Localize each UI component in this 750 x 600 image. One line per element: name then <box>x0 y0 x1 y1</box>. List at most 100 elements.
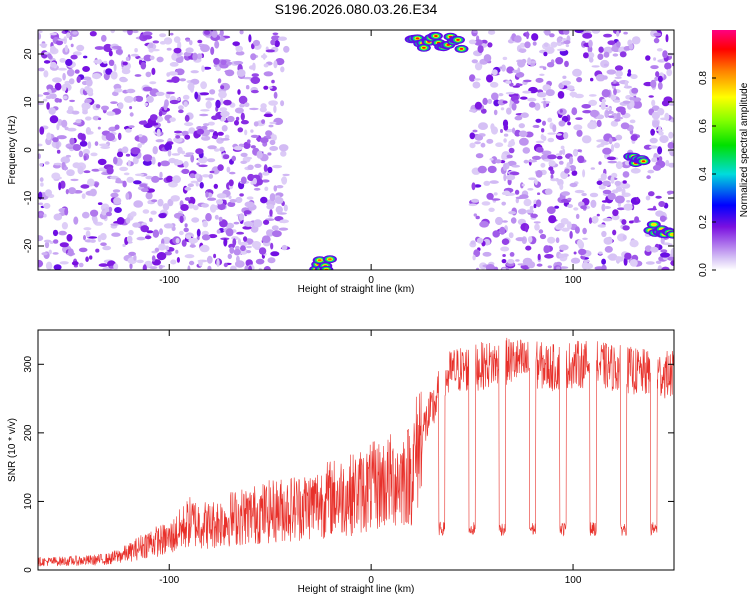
spectrogram-cell <box>194 173 200 179</box>
spectrogram-cell <box>647 169 655 174</box>
spectrogram-cell <box>486 192 494 200</box>
spectrogram-x-ticks: -100 0 100 <box>159 30 582 286</box>
spectrogram-cell <box>126 88 136 94</box>
spectrogram-cell <box>179 56 184 61</box>
spectrogram-cell <box>211 30 218 38</box>
spectrogram-cell <box>234 107 244 114</box>
spectrogram-cell <box>545 89 555 97</box>
spectrogram-cell <box>530 213 538 218</box>
spectrogram-cell <box>85 230 91 238</box>
spectrogram-cell <box>169 99 180 105</box>
spectrogram-cell <box>256 150 263 159</box>
spectrogram-cell <box>114 88 123 93</box>
spectrogram-cell <box>199 92 210 96</box>
spectrogram-cell <box>240 160 248 164</box>
spectrogram-cell <box>51 172 61 180</box>
spectrogram-cell <box>82 148 90 155</box>
spectrogram-cell <box>219 107 228 112</box>
spectrogram-cell <box>70 178 79 182</box>
spectrogram-cell <box>583 259 590 263</box>
spectrogram-cell <box>645 195 651 201</box>
spectrogram-cell <box>262 171 270 176</box>
spectrogram-cell <box>477 165 487 174</box>
spectrogram-cell <box>550 178 558 182</box>
spectrogram-cell <box>623 203 633 211</box>
spectrogram-cell <box>655 210 664 217</box>
spectrogram-cell <box>634 216 640 223</box>
spectrogram-cell <box>671 251 674 255</box>
spectrogram-cell <box>63 166 68 170</box>
spectrogram-cell <box>474 134 484 141</box>
spectrogram-cell <box>514 189 520 195</box>
spectrogram-cell <box>53 213 63 221</box>
spectrogram-cell <box>563 30 570 35</box>
spectrogram-cell <box>522 147 531 154</box>
spectrogram-cell <box>507 259 515 264</box>
spectrogram-cell <box>628 220 634 224</box>
spectrogram-cell <box>173 130 183 134</box>
spectrogram-cell <box>243 221 254 227</box>
spectrogram-cell <box>82 211 90 219</box>
spectrogram-cell <box>110 223 119 226</box>
spectrogram-cell <box>664 62 672 70</box>
spectrogram-cell <box>233 248 241 256</box>
spectrogram-cell <box>202 174 210 178</box>
spectrogram-cell <box>261 235 271 243</box>
spectrogram-cell <box>168 157 177 164</box>
spectrogram-cell <box>493 266 499 270</box>
spectrogram-cell <box>94 46 105 50</box>
spectrogram-cell <box>538 229 544 234</box>
spectrogram-cell <box>113 63 117 72</box>
spectrogram-cell <box>250 145 256 149</box>
spectrogram-cell <box>240 120 249 125</box>
spectrogram-cell <box>653 57 657 61</box>
spectrogram-cell <box>189 40 193 46</box>
spectrogram-cell <box>629 259 638 267</box>
spectrogram-cell <box>38 202 44 206</box>
spectrogram-cell <box>547 132 557 135</box>
spectrogram-cell <box>660 249 668 253</box>
spectrogram-cell <box>528 101 536 108</box>
spectrogram-cell <box>184 134 191 140</box>
spectrogram-cell <box>273 60 278 69</box>
spectrogram-cell <box>471 182 476 191</box>
spectrogram-cell <box>515 259 520 262</box>
spectrogram-cell <box>102 245 112 251</box>
spectrogram-cell <box>220 138 230 141</box>
spectrogram-cell <box>123 172 130 176</box>
spectrogram-cell <box>658 156 663 162</box>
spectrogram-cell <box>649 137 658 144</box>
spectrogram-cell <box>661 99 670 107</box>
spectrogram-cell <box>603 51 610 58</box>
spectrogram-y-tick-label: -10 <box>23 190 34 205</box>
spectrogram-cell <box>184 197 191 201</box>
spectrogram-cell <box>116 217 125 225</box>
spectrogram-cell <box>616 112 621 120</box>
spectrogram-cell <box>602 180 611 187</box>
spectrogram-cell <box>98 143 109 147</box>
spectrogram-cell <box>213 183 218 189</box>
spectrogram-cell <box>155 139 165 143</box>
spectrogram-cell <box>237 89 241 95</box>
spectrogram-cell <box>502 267 507 270</box>
spectrogram-cell <box>83 227 92 231</box>
spectrogram-cell <box>108 126 117 132</box>
spectrogram-cell <box>46 102 50 110</box>
spectrogram-cell <box>210 46 215 56</box>
spectrogram-cell <box>533 221 541 224</box>
colorbar-label: Normalized spectral amplitude <box>739 82 750 217</box>
spectrogram-cell <box>587 45 593 53</box>
spectrogram-cell <box>52 229 59 237</box>
spectrogram-cell <box>227 253 232 260</box>
spectrogram-cell <box>258 247 267 255</box>
spectrogram-cell <box>573 207 579 211</box>
spectrogram-cell <box>630 134 638 141</box>
spectrogram-cell <box>649 145 658 149</box>
spectrogram-cell <box>574 30 584 34</box>
spectrogram-cell <box>239 241 249 247</box>
spectrogram-cell <box>147 200 151 204</box>
spectrogram-cell <box>533 203 537 209</box>
spectrogram-cell <box>83 170 91 174</box>
spectrogram-feature <box>641 160 646 163</box>
